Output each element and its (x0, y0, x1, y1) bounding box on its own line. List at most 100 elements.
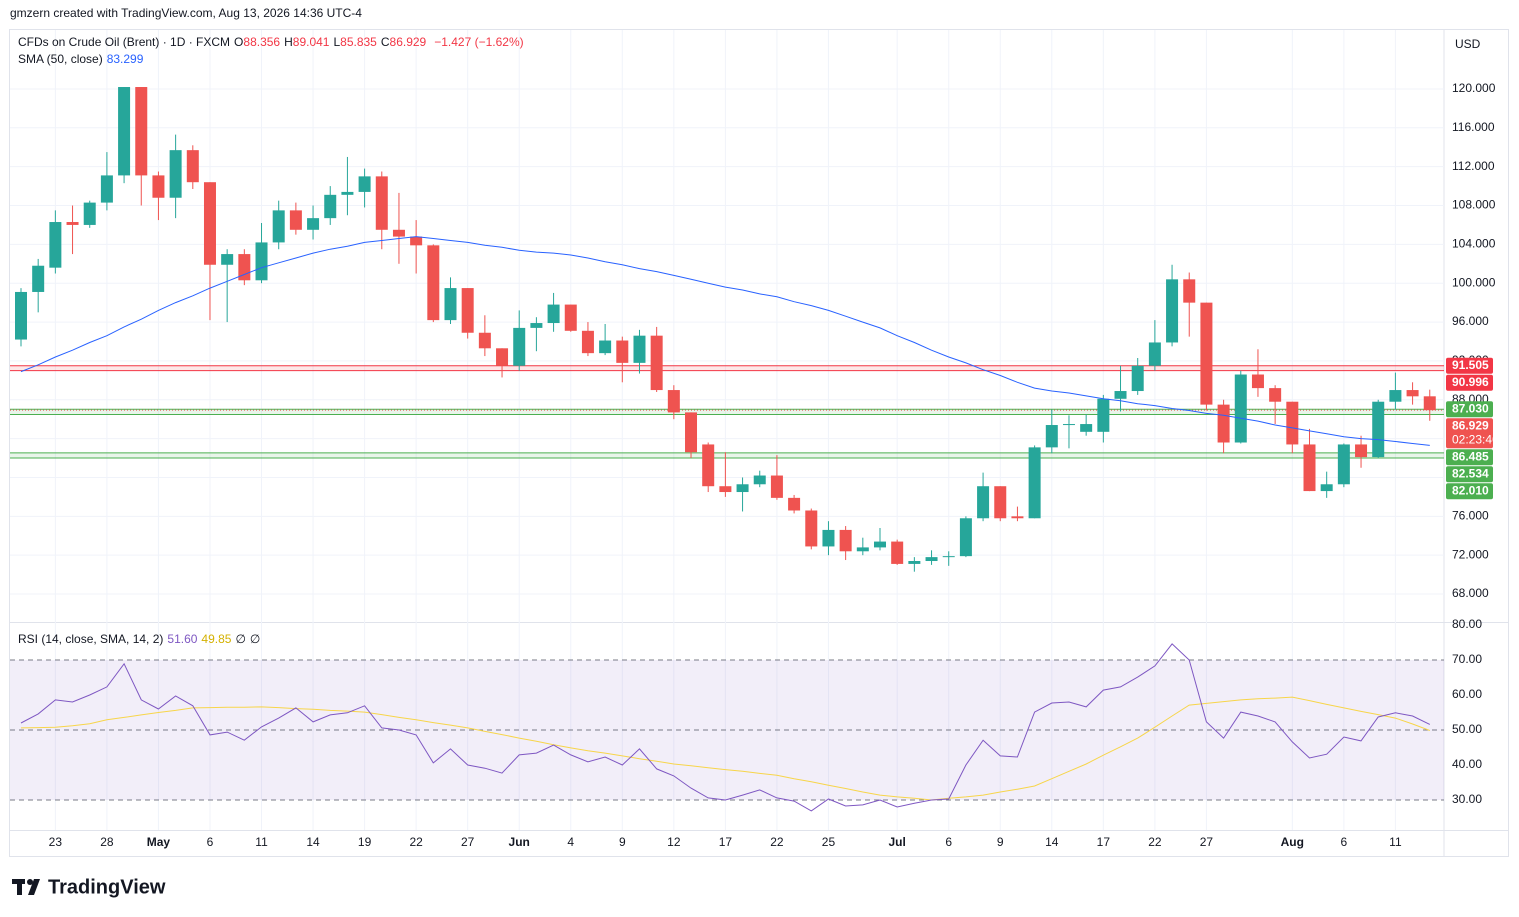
candle-body (324, 194, 337, 219)
symbol-legend: CFDs on Crude Oil (Brent) · 1D · FXCM O88… (18, 35, 528, 49)
price-tag (1446, 466, 1493, 483)
candle-body (444, 288, 457, 321)
rsi-tick-label: 30.00 (1452, 792, 1482, 806)
rsi-extra: ∅ (249, 632, 261, 646)
y-tick-label: 116.000 (1452, 120, 1495, 134)
candle-body (616, 340, 629, 363)
x-tick-label: 4 (567, 835, 574, 849)
candle-body (805, 510, 818, 547)
candle-body (702, 444, 715, 487)
y-tick-label: 108.000 (1452, 198, 1496, 212)
candle-body (15, 291, 27, 340)
candle-body (925, 557, 938, 562)
y-tick-label: 76.000 (1452, 508, 1489, 522)
candle-body (530, 323, 543, 328)
rsi-tick-label: 40.00 (1452, 757, 1482, 771)
candle-body (221, 254, 234, 265)
rsi-tick-label: 50.00 (1452, 722, 1482, 736)
zone (10, 452, 1444, 458)
x-tick-label: 6 (945, 835, 952, 849)
y-tick-label: 100.000 (1452, 275, 1496, 289)
rsi-name[interactable]: RSI (14, close, SMA, 14, 2) (18, 632, 164, 646)
candle-body (1320, 484, 1333, 492)
candle-body (650, 335, 663, 391)
y-tick-label: 96.000 (1452, 314, 1489, 328)
rsi-value: 51.60 (167, 632, 198, 646)
candle-body (1406, 390, 1419, 397)
candle-body (1423, 396, 1436, 411)
x-tick-label: 9 (619, 835, 626, 849)
candle-body (1234, 374, 1247, 443)
zone (10, 365, 1444, 371)
candle-body (856, 547, 869, 552)
candle-body (1097, 398, 1110, 432)
x-tick-label: 12 (667, 835, 681, 849)
candle-body (83, 202, 96, 225)
candle-body (977, 486, 990, 519)
rsi-legend: RSI (14, close, SMA, 14, 2) 51.60 49.85 ∅ ∅ (18, 632, 264, 646)
candle-body (1131, 365, 1144, 392)
candle-body (1045, 425, 1058, 448)
sma-name[interactable]: SMA (50, close) (18, 52, 103, 66)
candle-body (255, 242, 268, 281)
candle-body (496, 348, 509, 366)
x-tick-label: 6 (1341, 835, 1348, 849)
rsi-ma-line (20, 696, 1430, 801)
candle-body (667, 390, 680, 413)
rsi-ma-value: 49.85 (201, 632, 232, 646)
candle-body (392, 229, 405, 237)
credit: gmzern created with TradingView.com, Aug… (10, 6, 362, 20)
ohlc-key: O (234, 35, 244, 49)
ohlc-values: O88.356 H89.041 L85.835 C86.929 (234, 35, 430, 49)
currency[interactable]: USD (1455, 37, 1481, 51)
candle-body (1028, 447, 1041, 519)
candle-body (719, 486, 732, 493)
brand: TradingView (48, 876, 166, 898)
price-tag (1446, 418, 1493, 449)
symbol-title[interactable]: CFDs on Crude Oil (Brent) · 1D · FXCM (18, 35, 231, 49)
x-tick-label: May (147, 835, 171, 849)
price-tag (1446, 374, 1493, 391)
candle-body (1303, 444, 1316, 492)
price-tag-label: 91.505 (1452, 358, 1489, 372)
sma-line (20, 236, 1430, 446)
x-tick-label: 27 (461, 835, 475, 849)
candle-body (581, 330, 594, 354)
ohlc-value: 88.356 (243, 35, 281, 49)
candle-body (375, 176, 388, 230)
candle-body (1337, 444, 1350, 485)
candle-body (478, 332, 491, 349)
candle-body (994, 486, 1007, 519)
rsi-tick-label: 60.00 (1452, 687, 1482, 701)
candle-body (1183, 279, 1196, 303)
x-tick-label: 17 (719, 835, 733, 849)
candle-body (289, 210, 302, 230)
x-tick-label: 27 (1200, 835, 1214, 849)
candle-body (1217, 404, 1230, 443)
grid (10, 30, 1444, 830)
x-tick-label: 9 (997, 835, 1004, 849)
y-tick-label: 104.000 (1452, 237, 1496, 251)
candle-body (959, 518, 972, 557)
candle-body (599, 340, 612, 354)
rsi-extra: ∅ (235, 632, 246, 646)
candle-body (427, 245, 440, 321)
x-tick-label: 22 (770, 835, 784, 849)
candle-body (341, 191, 354, 195)
x-tick-label: 11 (1389, 835, 1402, 849)
price-tag-label: 82.534 (1452, 466, 1489, 480)
x-tick-label: 14 (1045, 835, 1059, 849)
candle-body (788, 497, 801, 511)
candle-body (891, 541, 904, 564)
x-tick-label: 11 (255, 835, 268, 849)
candle-body (410, 236, 423, 246)
price-tag-label: 90.996 (1452, 375, 1489, 389)
candle-body (203, 182, 216, 265)
candle-body (1080, 424, 1093, 432)
candle-body (685, 412, 698, 453)
x-tick-label: 22 (1148, 835, 1162, 849)
rsi-line (20, 643, 1431, 812)
ohlc-key: L (333, 35, 341, 49)
candle-body (100, 175, 113, 203)
